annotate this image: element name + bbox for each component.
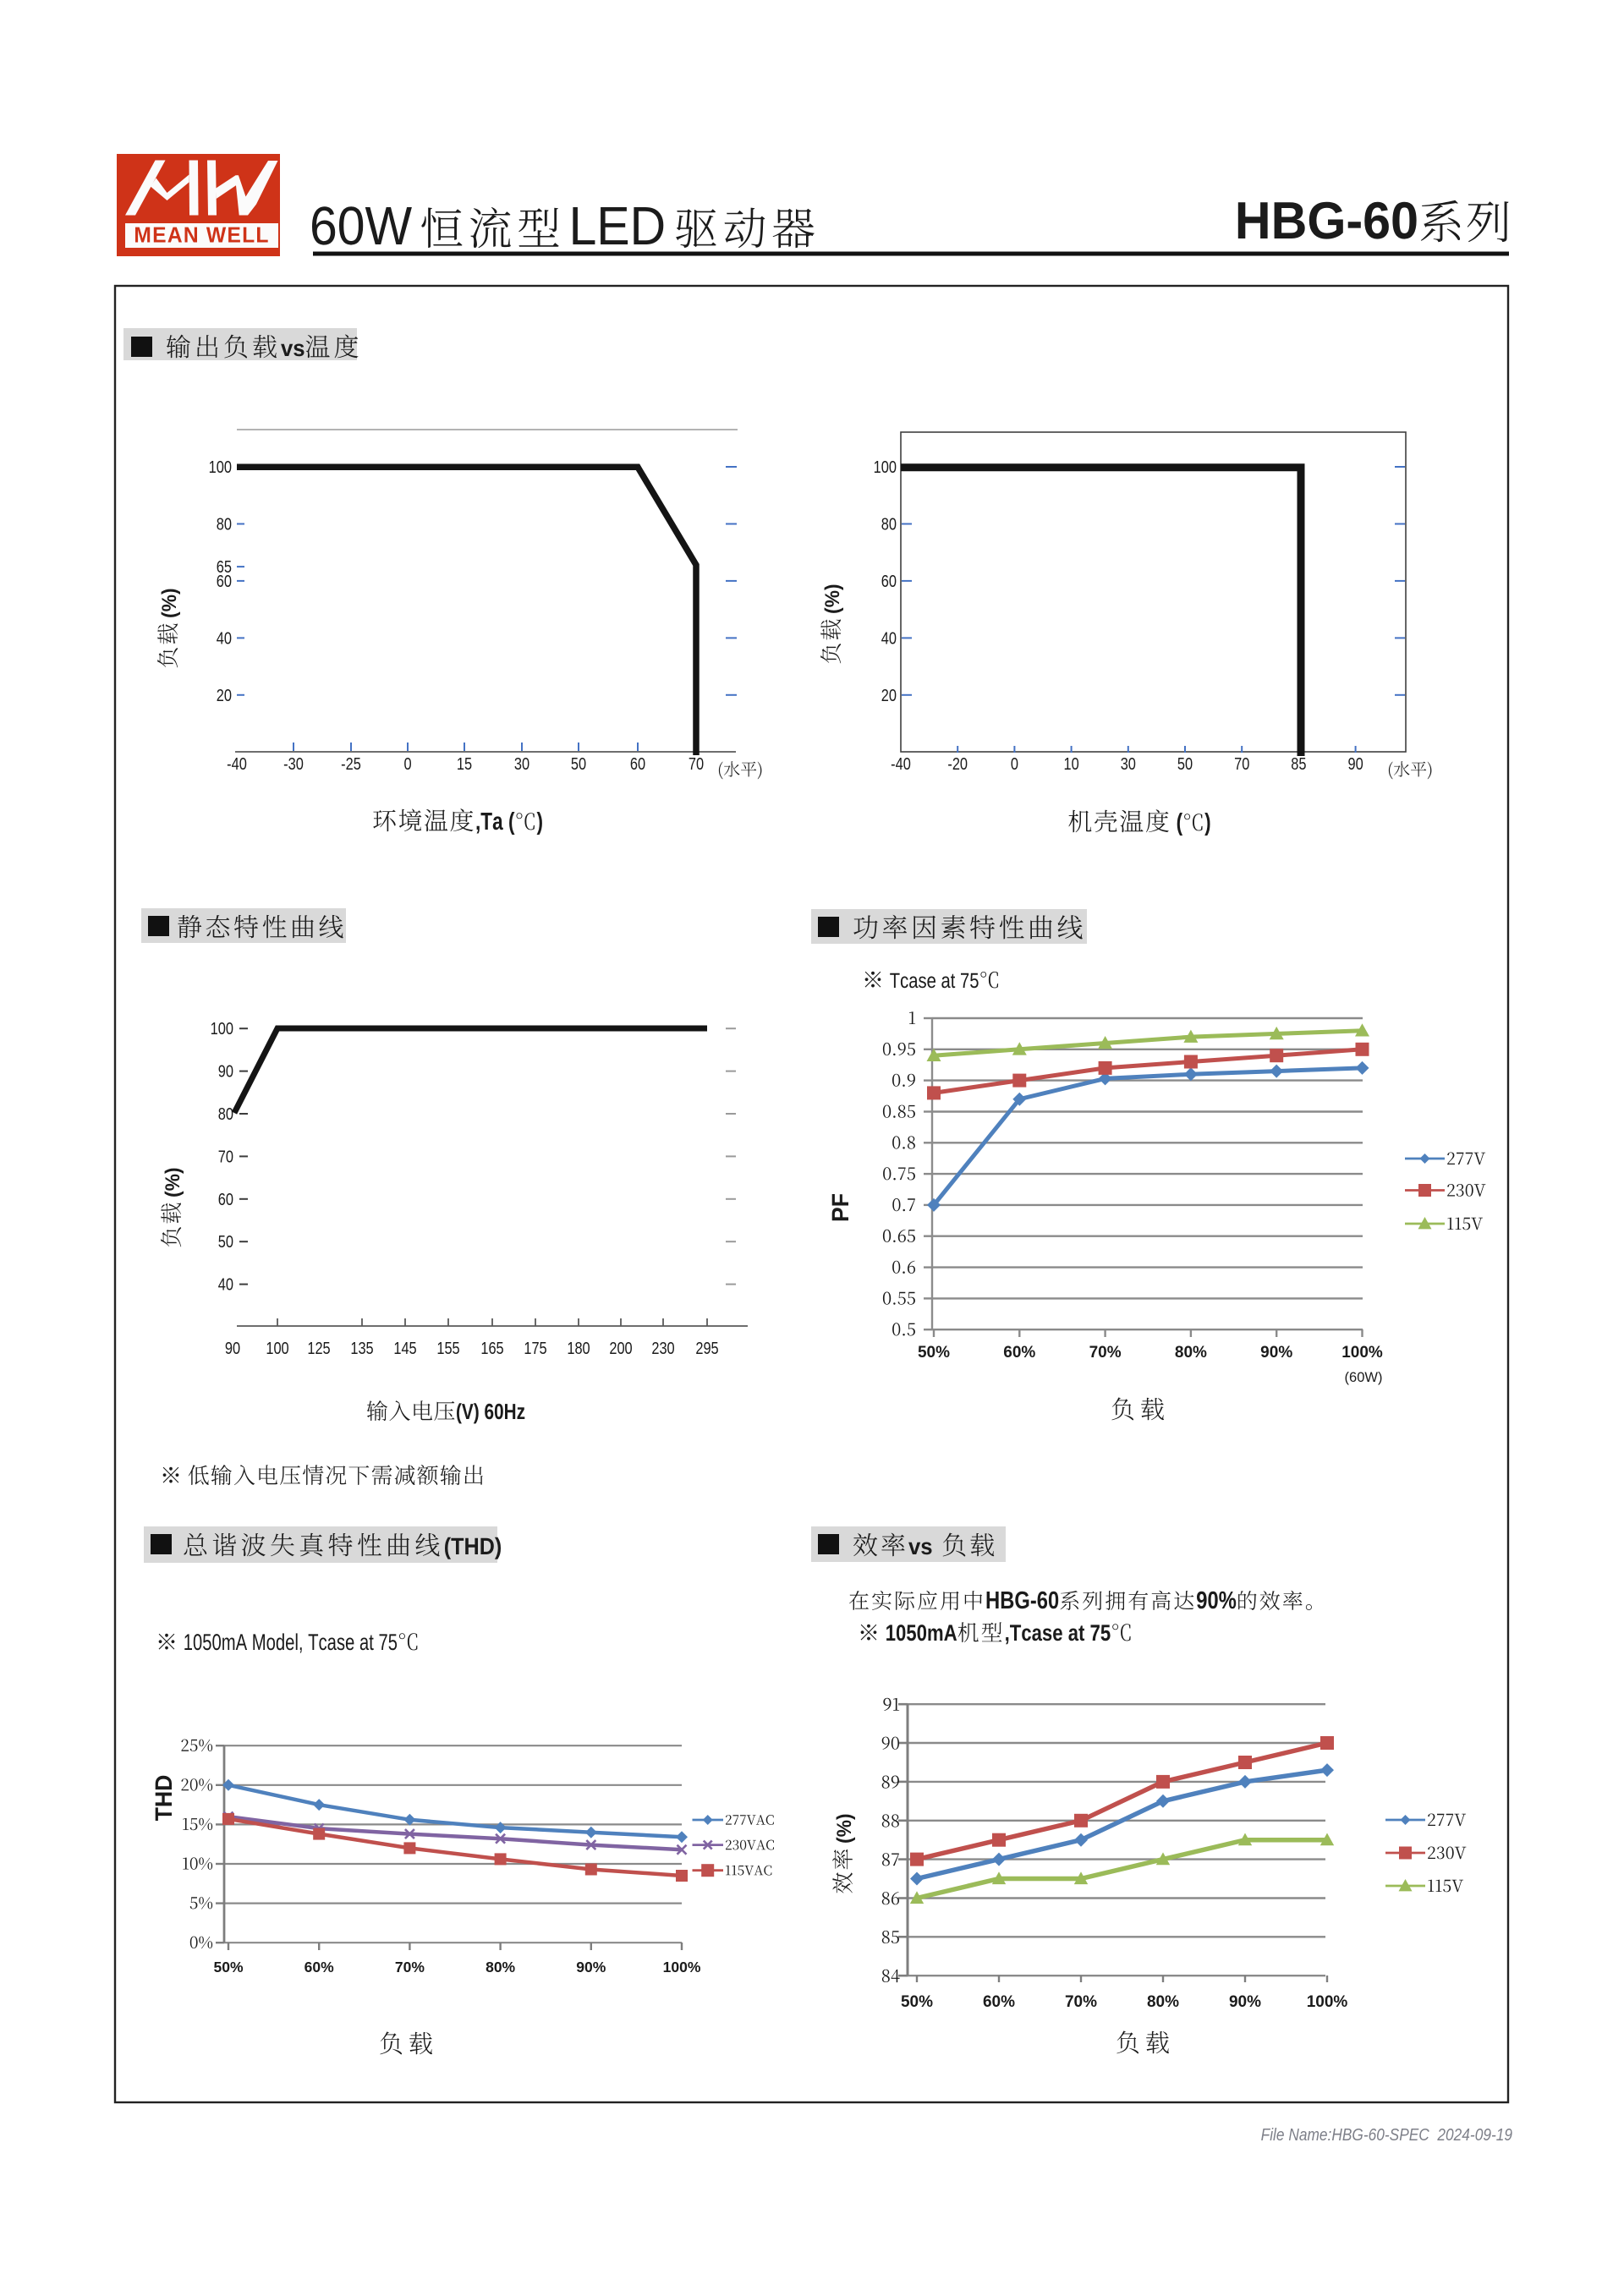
svg-text:10: 10 xyxy=(1063,753,1078,773)
svg-text:125: 125 xyxy=(307,1338,330,1357)
svg-text:30: 30 xyxy=(1121,753,1136,773)
svg-text:60%: 60% xyxy=(1003,1344,1035,1362)
svg-text:-40: -40 xyxy=(891,753,911,773)
svg-text:40: 40 xyxy=(218,1274,233,1294)
svg-text:80: 80 xyxy=(218,1104,233,1123)
svg-text:100: 100 xyxy=(211,1019,233,1038)
svg-text:135: 135 xyxy=(350,1338,373,1357)
svg-text:100%: 100% xyxy=(1307,1993,1348,2011)
svg-text:(60W): (60W) xyxy=(1345,1370,1383,1385)
svg-text:0: 0 xyxy=(1011,753,1018,773)
svg-text:70%: 70% xyxy=(395,1959,425,1975)
svg-text:65: 65 xyxy=(217,557,232,577)
svg-text:155: 155 xyxy=(436,1338,459,1357)
svg-text:60: 60 xyxy=(630,753,645,773)
svg-text:40: 40 xyxy=(881,628,897,648)
svg-text:60%: 60% xyxy=(983,1993,1015,2011)
svg-text:80%: 80% xyxy=(1175,1344,1207,1362)
svg-text:90%: 90% xyxy=(1229,1993,1261,2011)
svg-text:-40: -40 xyxy=(227,753,247,773)
svg-text:20: 20 xyxy=(881,685,897,704)
svg-text:200: 200 xyxy=(609,1338,632,1357)
svg-text:90: 90 xyxy=(1347,753,1363,773)
svg-text:80: 80 xyxy=(881,514,897,534)
svg-text:295: 295 xyxy=(695,1338,718,1357)
svg-text:50: 50 xyxy=(571,753,586,773)
svg-text:100: 100 xyxy=(266,1338,288,1357)
svg-text:60%: 60% xyxy=(304,1959,334,1975)
svg-text:-25: -25 xyxy=(341,753,361,773)
svg-text:90: 90 xyxy=(225,1338,240,1357)
svg-text:100%: 100% xyxy=(663,1959,701,1975)
svg-text:15: 15 xyxy=(457,753,472,773)
svg-text:60: 60 xyxy=(217,571,232,590)
svg-text:80%: 80% xyxy=(1147,1993,1179,2011)
svg-text:50%: 50% xyxy=(213,1959,243,1975)
svg-text:165: 165 xyxy=(480,1338,503,1357)
svg-text:100%: 100% xyxy=(1341,1344,1383,1362)
svg-text:230: 230 xyxy=(651,1338,674,1357)
svg-text:90: 90 xyxy=(218,1061,233,1081)
svg-text:60: 60 xyxy=(881,571,897,590)
svg-text:100: 100 xyxy=(874,457,897,476)
svg-text:50%: 50% xyxy=(901,1993,933,2011)
svg-text:40: 40 xyxy=(217,628,232,648)
svg-text:70%: 70% xyxy=(1089,1344,1122,1362)
svg-text:80: 80 xyxy=(217,514,232,534)
svg-text:180: 180 xyxy=(567,1338,590,1357)
svg-text:50: 50 xyxy=(218,1232,233,1252)
svg-text:100: 100 xyxy=(209,457,232,476)
svg-text:-30: -30 xyxy=(283,753,304,773)
svg-text:175: 175 xyxy=(524,1338,546,1357)
svg-text:145: 145 xyxy=(393,1338,416,1357)
svg-text:20: 20 xyxy=(217,685,232,704)
svg-text:File Name:HBG-60-SPEC 2024-09: File Name:HBG-60-SPEC 2024-09-19 xyxy=(1261,2126,1513,2145)
svg-text:60: 60 xyxy=(218,1189,233,1208)
svg-text:-20: -20 xyxy=(947,753,968,773)
svg-text:80%: 80% xyxy=(486,1959,515,1975)
svg-text:70: 70 xyxy=(689,753,704,773)
svg-text:50: 50 xyxy=(1177,753,1193,773)
svg-text:90%: 90% xyxy=(576,1959,606,1975)
svg-text:85: 85 xyxy=(1291,753,1306,773)
svg-text:70: 70 xyxy=(1234,753,1249,773)
svg-text:70: 70 xyxy=(218,1147,233,1166)
svg-text:70%: 70% xyxy=(1065,1993,1097,2011)
svg-text:90%: 90% xyxy=(1260,1344,1292,1362)
svg-text:30: 30 xyxy=(514,753,529,773)
svg-text:0: 0 xyxy=(403,753,411,773)
svg-text:50%: 50% xyxy=(918,1344,950,1362)
